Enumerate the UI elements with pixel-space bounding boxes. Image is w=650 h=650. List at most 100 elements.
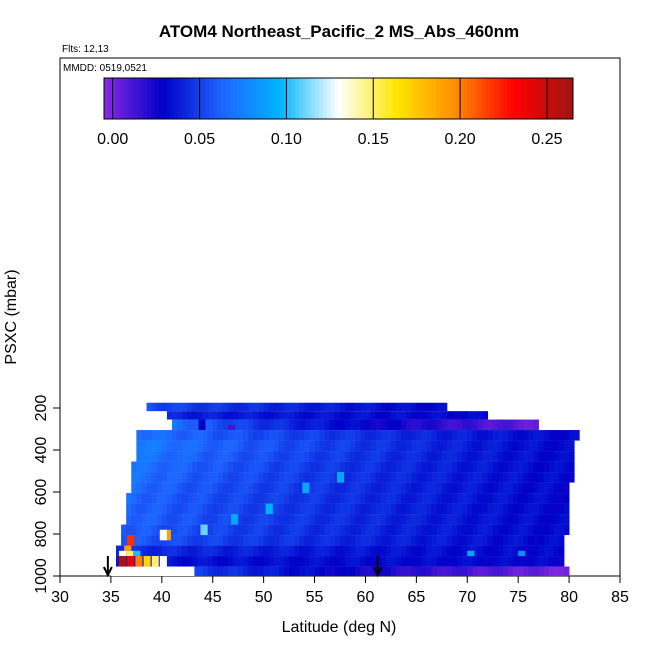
heatmap-cell — [375, 472, 382, 483]
heatmap-cell — [385, 566, 392, 576]
heatmap-cell — [263, 514, 270, 525]
heatmap-cell — [207, 472, 214, 483]
heatmap-cell — [492, 566, 499, 576]
colorbar-segment — [471, 78, 476, 119]
heatmap-cell — [345, 514, 351, 525]
heatmap-cell — [233, 545, 239, 557]
heatmap-cell — [324, 430, 331, 441]
heatmap-cell — [538, 461, 545, 473]
heatmap-cell — [212, 566, 219, 576]
heatmap-cell — [502, 503, 509, 515]
latitude-arrow-head — [102, 566, 113, 578]
heatmap-cell — [299, 402, 305, 412]
heatmap-cell — [151, 556, 159, 567]
colorbar-segment — [162, 78, 168, 119]
heatmap-cell — [502, 524, 509, 536]
heatmap-cell — [416, 419, 422, 431]
heatmap-cell — [278, 545, 285, 557]
heatmap-cell — [289, 524, 295, 536]
heatmap-cell — [406, 461, 412, 473]
heatmap-cell — [319, 419, 326, 431]
heatmap-cell — [533, 461, 539, 473]
heatmap-cell — [564, 524, 570, 536]
heatmap-cell — [121, 524, 127, 536]
heatmap-cell — [197, 503, 203, 515]
heatmap-cell — [482, 503, 489, 515]
heatmap-cell — [441, 461, 448, 473]
heatmap-cell — [340, 503, 346, 515]
colorbar-segment — [487, 78, 492, 119]
heatmap-cell — [192, 482, 198, 494]
heatmap-cell — [284, 535, 290, 546]
heatmap-cell — [528, 461, 534, 473]
heatmap-cell — [345, 482, 351, 494]
heatmap-cell — [385, 451, 392, 462]
heatmap-cell — [309, 482, 315, 494]
heatmap-cell — [492, 514, 499, 525]
heatmap-cell — [523, 440, 529, 452]
heatmap-cell — [212, 524, 219, 536]
heatmap-cell — [370, 472, 377, 483]
heatmap-cell — [523, 419, 529, 431]
heatmap-cell — [452, 545, 458, 557]
heatmap-cell — [416, 411, 422, 420]
colorbar-segment — [502, 78, 508, 119]
heatmap-cell — [302, 482, 310, 494]
heatmap-cell — [289, 503, 295, 515]
heatmap-cell — [487, 566, 494, 576]
heatmap-cell — [416, 451, 422, 462]
heatmap-cell — [258, 440, 265, 452]
heatmap-cell — [207, 524, 214, 536]
heatmap-cell — [457, 472, 463, 483]
heatmap-cell — [360, 440, 366, 452]
heatmap-cell — [131, 493, 137, 504]
heatmap-cell — [222, 566, 229, 576]
heatmap-cell — [212, 440, 219, 452]
heatmap-cell — [462, 524, 468, 536]
heatmap-cell — [151, 514, 158, 525]
heatmap-cell — [564, 430, 570, 441]
heatmap-cell — [548, 514, 555, 525]
heatmap-cell — [309, 556, 315, 567]
heatmap-cell — [365, 461, 371, 473]
heatmap-cell — [426, 461, 433, 473]
heatmap-cell — [396, 514, 402, 525]
colorbar-segment — [193, 78, 199, 119]
colorbar-segment — [557, 78, 562, 119]
colorbar-segment — [358, 78, 363, 119]
heatmap-cell — [355, 545, 361, 557]
heatmap-cell — [202, 545, 209, 557]
heatmap-cells — [110, 402, 580, 576]
colorbar-segment — [373, 78, 379, 119]
heatmap-cell — [187, 556, 193, 567]
heatmap-cell — [472, 411, 478, 420]
heatmap-cell — [487, 535, 494, 546]
heatmap-cell — [436, 411, 443, 420]
heatmap-cell — [416, 402, 422, 412]
heatmap-cell — [497, 503, 504, 515]
heatmap-cell — [426, 451, 433, 462]
heatmap-cell — [375, 451, 382, 462]
y-tick-label: 600 — [33, 479, 50, 506]
heatmap-cell — [233, 430, 239, 441]
heatmap-cell — [340, 430, 346, 441]
heatmap-cell — [319, 411, 326, 420]
heatmap-cell — [172, 472, 178, 483]
heatmap-cell — [212, 503, 219, 515]
heatmap-cell — [258, 503, 265, 515]
heatmap-cell — [401, 493, 407, 504]
heatmap-cell — [263, 472, 270, 483]
colorbar-segment — [244, 78, 250, 119]
heatmap-cell — [508, 514, 514, 525]
heatmap-cell — [482, 535, 489, 546]
heatmap-cell — [151, 440, 158, 452]
heatmap-cell — [197, 440, 203, 452]
heatmap-cell — [202, 556, 209, 567]
heatmap-cell — [553, 535, 560, 546]
heatmap-cell — [182, 440, 188, 452]
x-axis-label: Latitude (deg N) — [282, 619, 397, 636]
colorbar-tick-label: 0.25 — [531, 131, 562, 148]
heatmap-cell — [543, 503, 550, 515]
heatmap-cell — [431, 440, 438, 452]
heatmap-cell — [228, 503, 234, 515]
